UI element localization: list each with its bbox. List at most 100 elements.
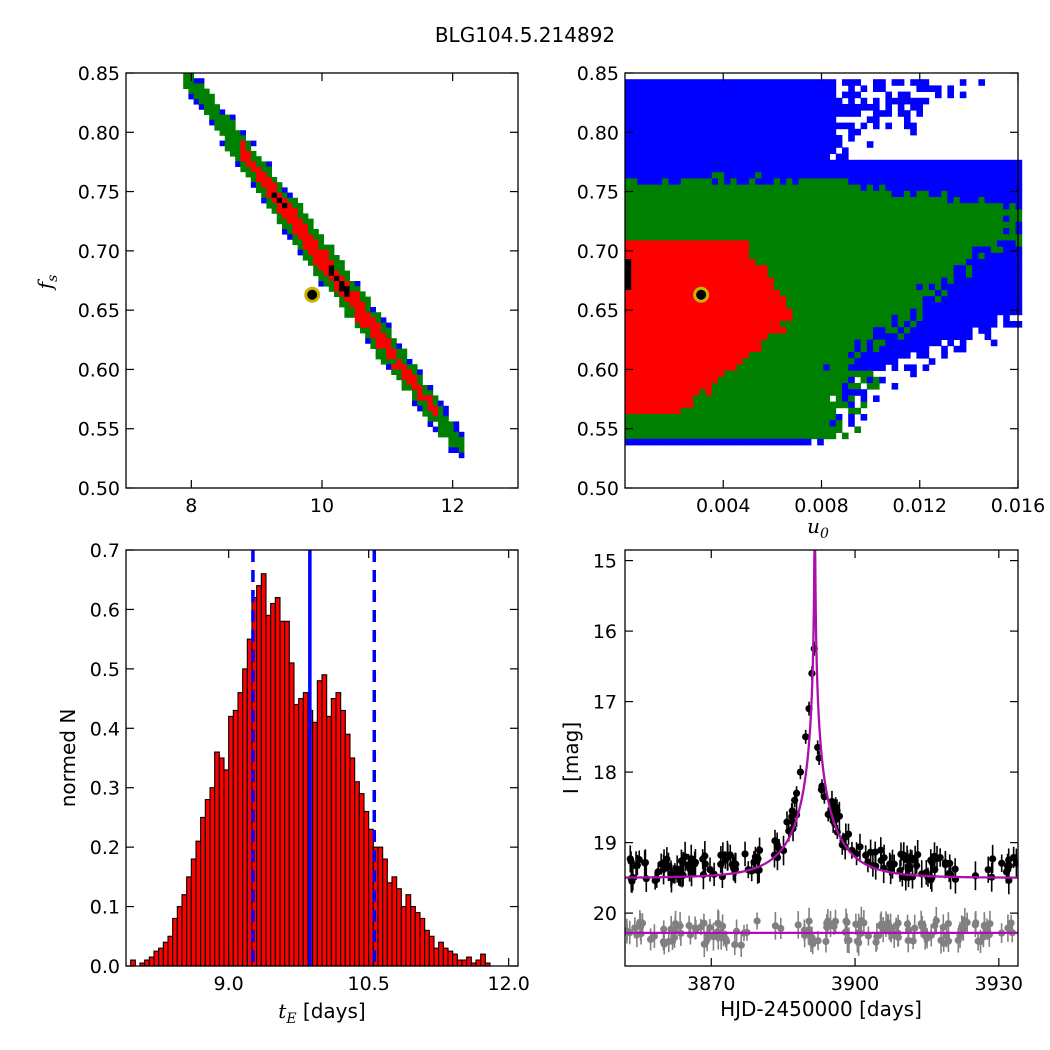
heatmap-cell <box>780 122 787 130</box>
heatmap-cell <box>823 97 830 105</box>
heatmap-cell <box>749 203 756 210</box>
heatmap-cell <box>730 234 737 241</box>
heatmap-cell <box>910 234 917 241</box>
heatmap-cell <box>860 190 868 198</box>
heatmap-cell <box>966 190 973 198</box>
heatmap-cell <box>687 420 694 427</box>
heatmap-cell <box>792 246 799 254</box>
histogram-bar <box>424 929 430 967</box>
y-tick-label: 0.70 <box>577 241 619 263</box>
heatmap-cell <box>761 141 768 148</box>
heatmap-cell <box>804 345 812 353</box>
heatmap-cell <box>829 345 837 353</box>
heatmap-cell <box>947 228 954 235</box>
heatmap-cell <box>990 215 998 223</box>
heatmap-cell <box>699 432 706 440</box>
heatmap-cell <box>339 260 345 266</box>
heatmap-cell <box>873 314 880 322</box>
heatmap-cell <box>680 283 688 291</box>
heatmap-cell <box>730 290 737 297</box>
heatmap-cell <box>687 401 694 409</box>
heatmap-cell <box>349 307 356 313</box>
heatmap-cell <box>947 314 954 322</box>
heatmap-cell <box>344 281 350 287</box>
heatmap-cell <box>649 370 657 378</box>
heatmap-cell <box>631 128 638 136</box>
heatmap-cell <box>798 407 806 415</box>
heatmap-cell <box>742 172 750 179</box>
heatmap-cell <box>625 116 632 123</box>
heatmap-cell <box>972 290 979 297</box>
heatmap-cell <box>749 364 756 371</box>
heatmap-cell <box>292 208 298 214</box>
heatmap-cell <box>674 97 682 105</box>
heatmap-cell <box>773 97 781 105</box>
heatmap-cell <box>193 88 200 95</box>
heatmap-cell <box>637 426 644 433</box>
heatmap-cell <box>693 166 700 173</box>
heatmap-cell <box>922 221 930 229</box>
heatmap-cell <box>699 333 706 340</box>
heatmap-cell <box>730 178 737 185</box>
heatmap-cell <box>811 389 818 396</box>
heatmap-cell <box>823 128 830 136</box>
heatmap-cell <box>959 314 967 322</box>
heatmap-cell <box>990 339 998 347</box>
heatmap-cell <box>742 153 750 161</box>
heatmap-cell <box>866 159 874 167</box>
heatmap-cell <box>718 85 725 92</box>
heatmap-cell <box>823 122 830 130</box>
heatmap-cell <box>662 376 669 384</box>
heatmap-cell <box>674 420 682 427</box>
heatmap-cell <box>786 221 793 229</box>
heatmap-cell <box>916 339 923 347</box>
heatmap-cell <box>297 203 304 209</box>
heatmap-cell <box>1015 209 1023 216</box>
heatmap-cell <box>724 333 731 340</box>
heatmap-cell <box>687 79 694 86</box>
heatmap-cell <box>662 420 669 427</box>
heatmap-cell <box>328 265 335 271</box>
heatmap-cell <box>786 184 793 192</box>
heatmap-cell <box>711 401 719 409</box>
heatmap-cell <box>953 172 961 179</box>
heatmap-cell <box>885 197 892 204</box>
heatmap-cell <box>941 321 948 328</box>
histogram-bar <box>186 876 192 967</box>
heatmap-cell <box>804 283 812 291</box>
heatmap-cell <box>935 339 942 347</box>
heatmap-cell <box>724 122 731 130</box>
heatmap-cell <box>643 333 651 340</box>
heatmap-cell <box>718 383 725 390</box>
heatmap-cell <box>848 209 855 216</box>
heatmap-cell <box>693 240 700 247</box>
heatmap-cell <box>396 353 402 360</box>
heatmap-cell <box>730 327 737 334</box>
heatmap-cell <box>916 314 923 322</box>
heatmap-cell <box>718 314 725 322</box>
heatmap-cell <box>984 283 992 291</box>
heatmap-cell <box>922 190 930 198</box>
heatmap-cell <box>792 308 799 316</box>
heatmap-cell <box>674 104 682 111</box>
heatmap-cell <box>953 327 961 334</box>
heatmap-cell <box>448 437 454 443</box>
heatmap-cell <box>860 166 868 173</box>
heatmap-cell <box>705 432 713 440</box>
heatmap-cell <box>798 85 806 92</box>
heatmap-cell <box>798 240 806 247</box>
heatmap-cell <box>699 91 706 99</box>
heatmap-cell <box>656 197 663 204</box>
heatmap-cell <box>879 228 886 235</box>
heatmap-cell <box>966 221 973 229</box>
heatmap-cell <box>668 302 675 309</box>
heatmap-cell <box>662 407 669 415</box>
heatmap-cell <box>432 416 439 422</box>
heatmap-cell <box>823 209 830 216</box>
heatmap-cell <box>412 385 418 391</box>
heatmap-cell <box>848 91 855 99</box>
heatmap-cell <box>953 333 961 340</box>
heatmap-cell <box>631 414 638 421</box>
heatmap-cell <box>879 283 886 291</box>
heatmap-cell <box>1009 271 1016 278</box>
